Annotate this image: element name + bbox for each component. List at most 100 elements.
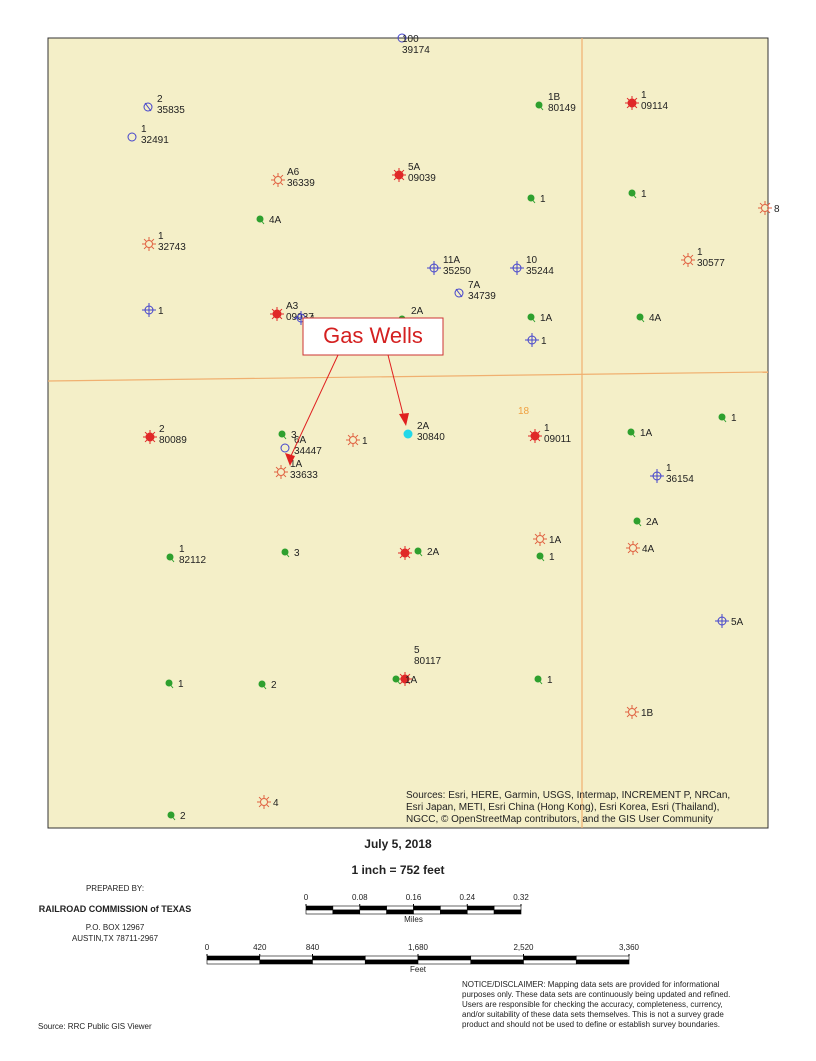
- scale-segment: [523, 959, 577, 965]
- well-symbol: [537, 678, 543, 685]
- well-symbol: [634, 706, 638, 710]
- well-label: 1: [549, 552, 555, 563]
- well-symbol: [537, 430, 541, 434]
- well-label: 1: [641, 90, 647, 101]
- well-label: 1: [362, 436, 368, 447]
- scale-segment: [206, 959, 261, 965]
- well-symbol: [143, 246, 147, 250]
- well-symbol: [169, 556, 175, 563]
- scale-segment: [332, 905, 361, 911]
- well-label: 39174: [402, 45, 430, 56]
- well-symbol: [261, 683, 267, 690]
- scale-tick-label: 0.24: [459, 893, 475, 902]
- well-label: 1B: [548, 92, 561, 103]
- well-symbol: [280, 182, 284, 186]
- well-symbol: [271, 308, 275, 312]
- arrow-head: [399, 413, 409, 426]
- well-symbol: [454, 288, 464, 298]
- well-label: 35250: [443, 266, 471, 277]
- well-symbol: [280, 174, 284, 178]
- well-symbol: [399, 547, 403, 551]
- well-symbol: [266, 804, 270, 808]
- scale-segment: [470, 959, 524, 965]
- well-symbol: [635, 550, 639, 554]
- well-symbol: [690, 254, 694, 258]
- scale-segment: [466, 905, 495, 911]
- well-symbol: [530, 316, 536, 323]
- well-label: 1: [641, 189, 647, 200]
- well-label: 7A: [468, 280, 481, 291]
- well-symbol: [271, 316, 275, 320]
- sources: Sources: Esri, HERE, Garmin, USGS, Inter…: [406, 790, 730, 801]
- well-symbol: [684, 256, 692, 264]
- scale-segment: [413, 909, 441, 915]
- well-symbol: [759, 202, 763, 206]
- well-symbol: [767, 210, 771, 214]
- well-symbol: [144, 431, 148, 435]
- well-label: 2A: [427, 547, 440, 558]
- well-label: 32491: [141, 135, 169, 146]
- well-symbol: [455, 288, 463, 298]
- well-label: 4: [273, 798, 279, 809]
- well-symbol: [280, 443, 290, 453]
- well-symbol: [397, 33, 407, 43]
- well-label: 1A: [290, 459, 303, 470]
- notice-line: and/or suitability of these data sets th…: [462, 1010, 724, 1019]
- well-symbol: [634, 714, 638, 718]
- well-label: 80089: [159, 435, 187, 446]
- well-symbol: [634, 105, 638, 109]
- well-symbol: [170, 814, 176, 821]
- well-symbol: [627, 550, 631, 554]
- callout-arrow: [387, 354, 405, 419]
- well-label: 1: [541, 336, 547, 347]
- scale-segment: [359, 905, 387, 911]
- scale-segment: [259, 959, 313, 965]
- scale-segment: [305, 909, 334, 915]
- well-symbol: [355, 434, 359, 438]
- scale-segment: [575, 955, 630, 961]
- scale-segment: [312, 959, 366, 965]
- well-symbol: [258, 804, 262, 808]
- well-symbol: [530, 431, 540, 441]
- well-symbol: [400, 548, 410, 558]
- scale-segment: [305, 905, 334, 911]
- well-symbol: [417, 550, 423, 557]
- callout-text: Gas Wells: [323, 323, 423, 348]
- well-label: 1A: [549, 535, 562, 546]
- scale-unit: Miles: [404, 915, 423, 924]
- well-symbol: [151, 238, 155, 242]
- well-label: 1A: [640, 428, 653, 439]
- well-label: 10: [526, 255, 538, 266]
- scale-segment: [523, 955, 577, 961]
- scale-segment: [364, 959, 419, 965]
- well-label: 2A: [646, 517, 659, 528]
- well-label: 2A: [417, 421, 430, 432]
- scale-bars: 0 0.08 0.16 0.24 0.32 Miles 0 420 840 1,680 2,520 3…: [205, 893, 640, 974]
- well-symbol: [539, 555, 545, 562]
- well-symbol: [168, 682, 174, 689]
- well-label: 5: [414, 645, 420, 656]
- well-symbol: [355, 442, 359, 446]
- well-symbol: [542, 533, 546, 537]
- well-label: 1: [179, 544, 185, 555]
- organization: RAILROAD COMMISSION of TEXAS: [39, 904, 192, 914]
- well-symbol: [144, 439, 148, 443]
- well-symbol: [403, 429, 413, 439]
- well-label: 1: [697, 247, 703, 258]
- well-label: 09011: [544, 434, 572, 445]
- well-symbol: [275, 466, 279, 470]
- address: AUSTIN,TX 78711-2967: [72, 934, 159, 943]
- scale-segment: [206, 955, 261, 961]
- scale-segment: [417, 955, 472, 961]
- sources: NGCC, © OpenStreetMap contributors, and …: [406, 814, 713, 825]
- well-symbol: [283, 466, 287, 470]
- well-symbol: [279, 308, 283, 312]
- well-label: 4A: [269, 215, 282, 226]
- well-label: 1A: [540, 313, 553, 324]
- scale-tick-label: 0.08: [352, 893, 368, 902]
- well-symbol: [143, 238, 147, 242]
- well-symbol: [399, 673, 403, 677]
- well-label: A6: [287, 167, 300, 178]
- well-symbol: [274, 176, 282, 184]
- well-symbol: [627, 542, 631, 546]
